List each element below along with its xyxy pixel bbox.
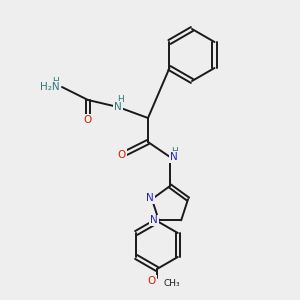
Text: O: O [148,276,156,286]
Text: N: N [146,193,154,203]
Text: N: N [150,215,158,225]
Text: O: O [84,115,92,125]
Text: H: H [117,95,123,104]
Text: H: H [172,146,178,155]
Text: CH₃: CH₃ [164,278,181,287]
Text: N: N [170,152,178,162]
Text: N: N [114,102,122,112]
Text: O: O [118,150,126,160]
Text: H: H [52,77,59,86]
Text: H₂N: H₂N [40,82,60,92]
